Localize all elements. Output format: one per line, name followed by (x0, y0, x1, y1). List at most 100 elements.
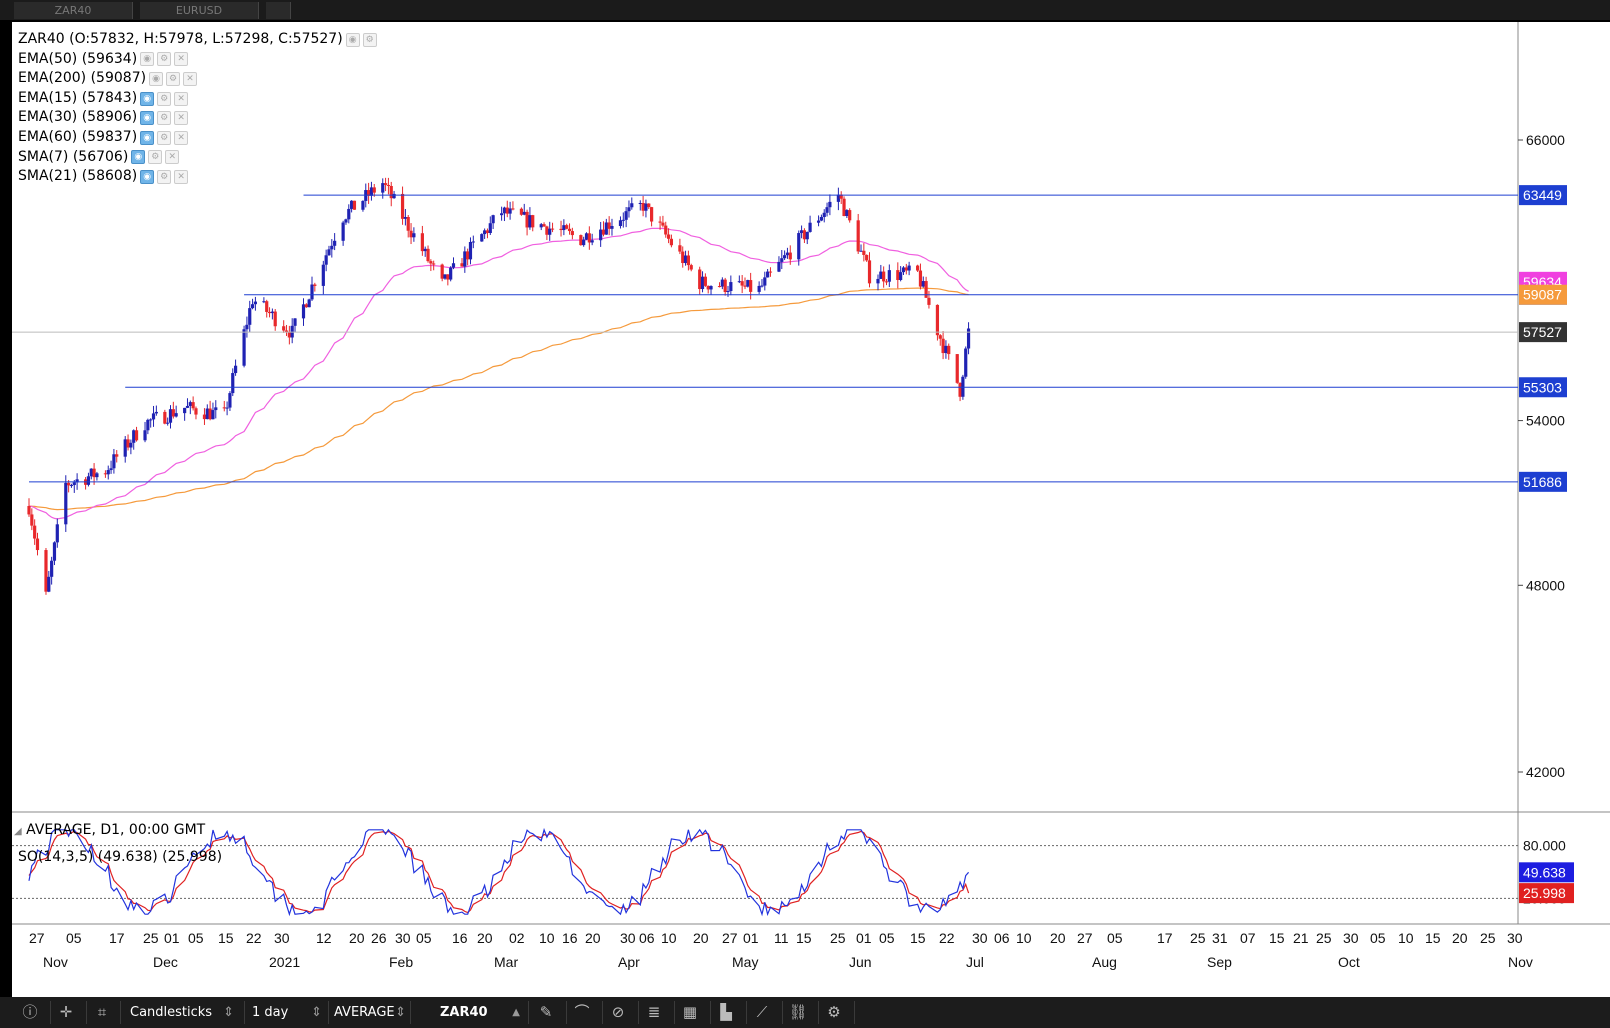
candle-body (471, 241, 475, 243)
price-type-select[interactable]: AVERAGE ⇕ (334, 997, 406, 1028)
legend-indicator: EMA(30) (58906) ◉ ⚙ ✕ (18, 108, 377, 128)
settings-gear-icon[interactable]: ⚙ (827, 1003, 841, 1021)
close-icon[interactable]: ✕ (174, 111, 189, 126)
candle-body (887, 270, 891, 282)
close-icon[interactable]: ✕ (174, 91, 189, 106)
time-axis-day-label: 10 (1398, 930, 1414, 946)
pen-icon[interactable]: ✎ (539, 1003, 553, 1021)
time-axis-day-label: 15 (796, 930, 812, 946)
add-tab-button[interactable] (266, 2, 291, 19)
legend-instrument: ZAR40 (O:57832, H:57978, L:57298, C:5752… (18, 30, 377, 50)
grid-layout-icon[interactable]: ▦ (682, 1003, 698, 1021)
chart-area[interactable]: 66000 54000 48000 42000 63449 59087 55303 51686… (12, 22, 1610, 997)
chart-svg[interactable]: 66000 54000 48000 42000 63449 59087 55303 51686… (12, 22, 1610, 997)
candle-body (273, 311, 277, 327)
crosshair-icon[interactable]: ✛ (59, 1003, 73, 1021)
candle-body (460, 263, 464, 267)
eye-icon[interactable]: ◉ (345, 32, 360, 47)
candle-body (191, 402, 195, 409)
close-icon[interactable]: ✕ (174, 52, 189, 67)
chevron-updown-icon: ⇕ (311, 1005, 322, 1020)
candle-body (921, 281, 925, 287)
info-icon[interactable]: ⓘ (22, 1003, 38, 1021)
close-icon[interactable]: ✕ (174, 169, 189, 184)
time-axis-day-label: 06 (994, 930, 1010, 946)
time-axis-day-label: 20 (477, 930, 493, 946)
close-icon[interactable]: ✕ (183, 71, 198, 86)
eye-icon[interactable]: ◉ (149, 71, 164, 86)
candle-body (522, 211, 526, 215)
time-axis-month-label: Feb (389, 954, 413, 970)
candle-body (862, 250, 866, 255)
link-icon[interactable]: ⛓ (788, 1003, 808, 1021)
time-axis-day-label: 17 (109, 930, 125, 946)
candle-body (879, 271, 883, 279)
time-axis-day-label: 21 (1293, 930, 1309, 946)
candle-body (270, 311, 274, 314)
gear-icon[interactable]: ⚙ (157, 111, 172, 126)
eye-icon[interactable]: ◉ (140, 91, 155, 106)
crop-icon[interactable]: ⌗ (97, 1003, 107, 1021)
candle-body (678, 245, 682, 252)
candle-body (882, 271, 886, 282)
time-axis-day-label: 25 (1316, 930, 1332, 946)
candle-body (341, 222, 345, 241)
eye-icon[interactable]: ◉ (140, 111, 155, 126)
trendline-icon[interactable]: ⟋ (756, 1003, 768, 1021)
gear-icon[interactable]: ⚙ (157, 52, 172, 67)
candle-body (681, 251, 685, 264)
ema200-line (28, 287, 969, 511)
eye-icon[interactable]: ◉ (140, 52, 155, 67)
candle-body (683, 255, 688, 264)
gear-icon[interactable]: ⚙ (166, 71, 181, 86)
candle-body (505, 207, 509, 214)
candle-body (743, 285, 747, 287)
candle-body (367, 190, 371, 196)
legend-indicator: SMA(21) (58608) ◉ ⚙ ✕ (18, 167, 377, 187)
candle-body (610, 226, 614, 229)
templates-icon[interactable]: ▙ (720, 1003, 732, 1021)
gear-icon[interactable]: ⚙ (157, 169, 172, 184)
level-price-badge (1519, 471, 1567, 492)
gear-icon[interactable]: ⚙ (362, 32, 377, 47)
eye-icon[interactable]: ◉ (131, 150, 146, 165)
candle-body (686, 255, 690, 266)
candle-body (168, 409, 173, 423)
candle-body (760, 285, 764, 287)
time-axis-day-label: 22 (939, 930, 955, 946)
tab-zar40[interactable]: ZAR40 (14, 2, 133, 19)
magnet-icon[interactable]: ⌒ (574, 1003, 590, 1021)
close-icon[interactable]: ✕ (165, 150, 180, 165)
candle-body (134, 430, 139, 441)
candle-body (539, 224, 543, 228)
candle-body (154, 411, 158, 414)
candle-body (531, 215, 535, 228)
candle-body (876, 278, 880, 284)
time-axis-day-label: 05 (416, 930, 432, 946)
candle-body (709, 286, 713, 290)
hide-drawings-icon[interactable]: ⊘ (611, 1003, 625, 1021)
eye-icon[interactable]: ◉ (140, 169, 155, 184)
price-tick-label: 42000 (1526, 764, 1565, 780)
candle-body (327, 249, 331, 256)
timeframe-select[interactable]: 1 day ⇕ (252, 997, 322, 1028)
symbol-select[interactable]: ZAR40 ▲ (440, 997, 520, 1028)
gear-icon[interactable]: ⚙ (148, 150, 163, 165)
legend-indicator-label: SMA(7) (56706) (18, 148, 129, 165)
gear-icon[interactable]: ⚙ (157, 130, 172, 145)
candle-body (389, 185, 393, 199)
chart-type-select[interactable]: Candlesticks ⇕ (130, 997, 240, 1028)
fibonacci-icon[interactable]: ≣ (647, 1003, 661, 1021)
resize-handle-icon[interactable]: ◢ (14, 826, 22, 837)
candle-body (233, 365, 238, 374)
price-badge-label: 59087 (1523, 287, 1562, 303)
tab-eurusd[interactable]: EURUSD (140, 2, 259, 19)
candle-body (129, 442, 133, 448)
candle-body (550, 228, 555, 230)
eye-icon[interactable]: ◉ (140, 130, 155, 145)
gear-icon[interactable]: ⚙ (157, 91, 172, 106)
candle-body (579, 235, 583, 246)
candle-body (964, 348, 968, 377)
candle-body (669, 238, 674, 246)
close-icon[interactable]: ✕ (174, 130, 189, 145)
